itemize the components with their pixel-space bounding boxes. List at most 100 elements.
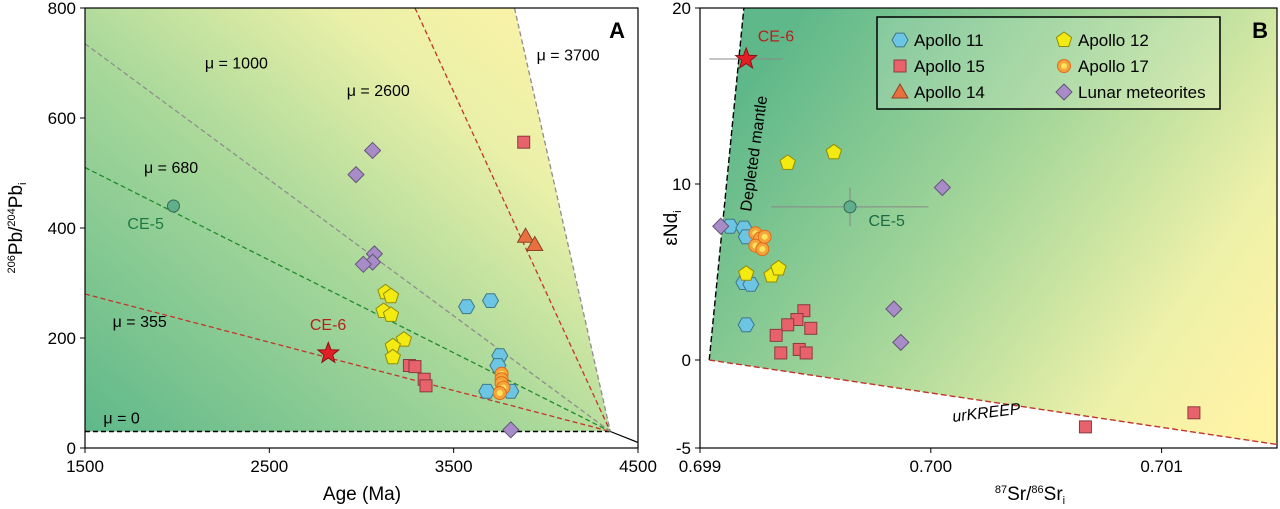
x-tick-label: 2500 [250,457,288,476]
y-tick-label: 10 [672,175,691,194]
legend-label: Apollo 12 [1078,31,1149,50]
panel-a-isochron-labels: μ = 0 μ = 355 μ = 680 μ = 1000 μ = 2600 μ = 3… [103,47,599,427]
y-label-sub-i: i [17,183,29,185]
x-tick-label: 1500 [66,457,104,476]
data-point-apollo-11 [481,293,500,308]
data-point-apollo-15 [799,346,813,360]
y-tick-label: 0 [67,439,76,458]
y-tick-label: 600 [48,109,76,128]
legend-box [876,16,1221,110]
x-label-sub-i: i [1063,495,1065,507]
y-label-pb: Pb [6,185,27,208]
legend-marker [891,82,909,99]
isochron-line [513,8,611,432]
x-tick-label: 0.699 [679,457,722,476]
panel-a: μ = 0 μ = 355 μ = 680 μ = 1000 μ = 2600 μ = 3… [6,0,657,505]
panel-b-boundary-lines [708,8,1277,446]
y-tick-label: -5 [676,439,691,458]
boundary-line [709,359,1277,446]
panel-b-frame [699,7,1278,449]
data-point-apollo-15 [1078,420,1092,434]
y-tick-label: 0 [682,351,691,370]
panel-a-ticks: 1500 2500 3500 4500 0 200 400 600 800 [48,0,657,476]
data-point-apollo-12 [382,306,400,322]
panel-a-shaded-region [85,8,611,432]
y-label-pb-slash: Pb/ [6,226,27,255]
isochron-label: μ = 0 [103,410,139,427]
isochron-line [414,8,611,432]
legend-marker [1057,59,1071,73]
legend-label: Apollo 11 [914,31,984,50]
x-label-sup-87: 87 [995,484,1007,496]
panel-b: CE-5CE-6 Depleted mantle urKREEP 0.699 0.… [661,0,1278,507]
legend-marker [1055,83,1073,101]
data-point-lunar-meteorites [502,421,520,439]
data-point-apollo-15 [517,135,531,149]
y-tick-label: 200 [48,329,76,348]
data-point-apollo-12 [825,143,843,160]
data-point-apollo-12 [384,348,401,365]
isochron-label: μ = 355 [113,314,167,331]
data-point-apollo-17 [755,242,770,257]
data-point-ce-5 [843,200,857,214]
data-point-lunar-meteorites [885,300,903,318]
y-tick-label: 20 [672,0,691,18]
x-label-sr: Sr [1044,484,1064,505]
panel-b-point-labels: CE-5 CE-6 [758,28,905,230]
panel-a-x-axis-label: Age (Ma) [323,484,401,505]
isochron-line [85,293,611,433]
data-point-apollo-12 [395,330,413,347]
legend-label: Lunar meteorites [1078,83,1206,102]
point-label: CE-6 [310,317,347,334]
panel-b-legend: Apollo 11 Apollo 12 Apollo 15 Apollo 17 Apol… [876,16,1221,110]
urkreep-label: urKREEP [951,401,1021,426]
data-point-ce-5 [166,199,180,213]
data-point-apollo-12 [382,287,400,304]
legend-label: Apollo 17 [1078,57,1149,76]
panel-a-label: A [609,18,625,43]
data-point-lunar-meteorites [892,333,910,352]
svg-text:εNdi: εNdi [661,210,684,245]
y-label-sup-206: 206 [6,255,18,273]
data-point-apollo-17 [757,229,772,244]
panel-b-y-axis-label: εNdi [661,210,684,245]
svg-text:206Pb/204Pbi: 206Pb/204Pbi [6,183,29,274]
data-point-apollo-14 [516,227,535,243]
isochron-extension-line [610,430,638,444]
isochron-label: μ = 680 [144,160,198,177]
data-point-apollo-15 [804,321,818,335]
boundary-line [708,8,745,361]
x-tick-label: 0.701 [1140,457,1183,476]
data-point-lunar-meteorites [347,165,365,184]
legend-label: Apollo 15 [914,57,985,76]
legend-label: Apollo 14 [914,83,985,102]
point-label: CE-5 [868,213,905,230]
x-label-sr-slash: Sr/ [1007,484,1032,505]
panel-a-y-axis-label: 206Pb/204Pbi [6,183,29,274]
data-point-apollo-15 [781,318,795,332]
y-label-end: εNd [661,213,682,246]
legend-marker [891,32,909,48]
data-point-ce-6 [316,340,341,364]
panel-b-ticks: 0.699 0.700 0.701 -5 0 10 20 [672,0,1183,476]
legend-items: Apollo 11 Apollo 12 Apollo 15 Apollo 17 Apol… [891,31,1206,102]
data-point-apollo-11 [742,276,760,292]
y-tick-label: 400 [48,219,76,238]
data-point-apollo-15 [408,360,422,374]
x-tick-label: 3500 [435,457,473,476]
y-label-sub: i [672,210,684,212]
panel-b-points [712,46,1201,434]
panel-b-label: B [1252,18,1268,43]
legend-marker [893,59,907,73]
data-point-apollo-15 [1187,406,1201,420]
data-point-apollo-17 [492,386,507,400]
isochron-label: μ = 3700 [537,47,600,64]
data-point-lunar-meteorites [354,255,373,274]
panel-b-shaded-region [709,8,1277,445]
data-point-apollo-15 [419,379,433,393]
data-point-apollo-12 [770,259,787,276]
data-point-apollo-15 [774,346,788,360]
isochron-label: μ = 2600 [347,83,410,100]
x-tick-label: 0.700 [910,457,953,476]
